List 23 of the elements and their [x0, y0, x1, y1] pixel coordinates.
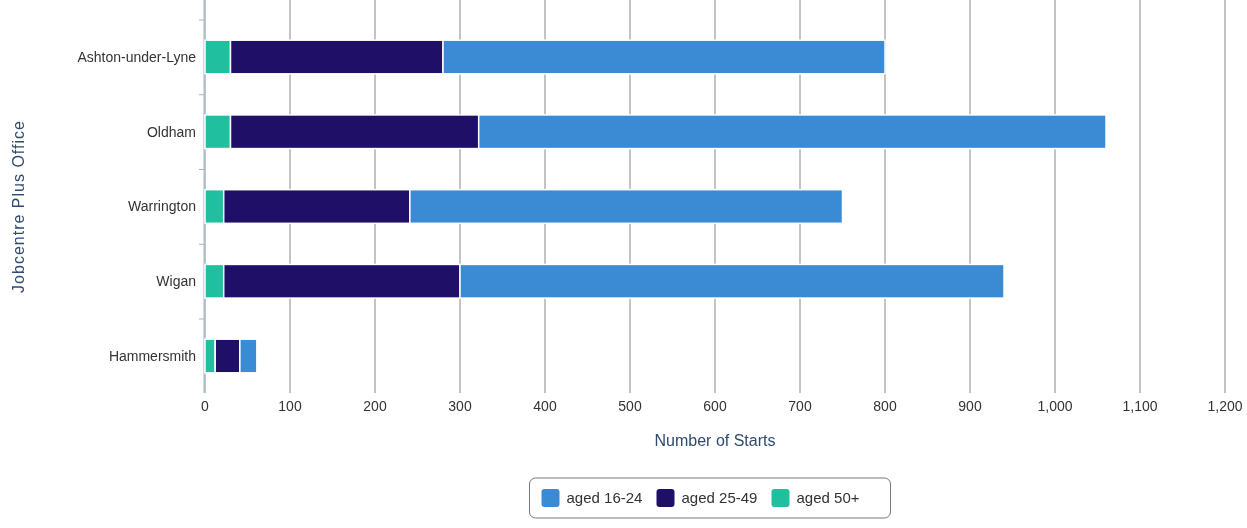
x-axis-title: Number of Starts: [654, 432, 776, 449]
y-axis-title: Jobcentre Plus Office: [10, 120, 27, 293]
x-tick-label: 0: [201, 398, 210, 414]
y-tick-label: Wigan: [156, 273, 196, 290]
x-tick-label: 300: [448, 398, 472, 414]
x-tick-label: 800: [873, 398, 897, 414]
x-tick-label: 200: [363, 398, 387, 414]
y-tick-label: Hammersmith: [108, 347, 196, 364]
x-tick-label: 700: [788, 398, 812, 414]
x-tick-label: 400: [533, 398, 557, 414]
x-tick-label: 1,100: [1122, 398, 1158, 414]
x-tick-label: 500: [618, 398, 642, 414]
legend-label: aged 16-24: [566, 489, 643, 507]
y-tick-label: Warrington: [128, 198, 196, 215]
legend-label: aged 50+: [796, 489, 860, 507]
x-tick-label: 1,000: [1037, 398, 1073, 414]
y-tick-label: Oldham: [146, 123, 196, 140]
x-tick-label: 100: [278, 398, 302, 414]
legend-label: aged 25-49: [681, 489, 758, 507]
x-tick-label: 1,200: [1207, 398, 1243, 414]
x-tick-label: 600: [703, 398, 727, 414]
y-tick-label: Ashton-under-Lyne: [77, 48, 197, 65]
x-tick-label: 900: [958, 398, 982, 414]
